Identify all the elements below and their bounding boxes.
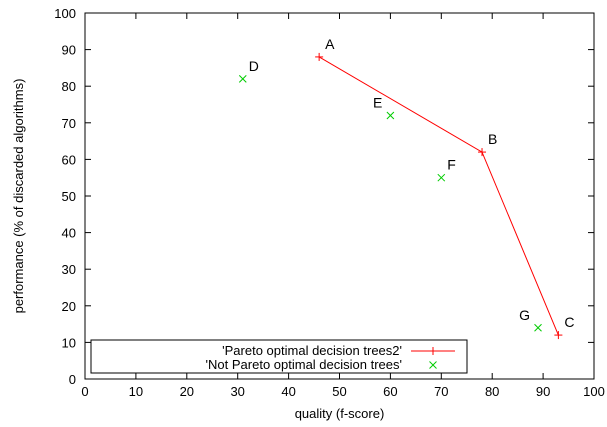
series-0: A B C (315, 36, 574, 340)
point-label: G (519, 307, 530, 323)
series-line (318, 56, 559, 336)
x-tick-label: 90 (536, 384, 550, 399)
legend-box (90, 339, 468, 374)
point-label: C (564, 314, 574, 330)
y-tick-label: 100 (54, 6, 76, 21)
cross-marker-b (437, 173, 446, 182)
x-tick-label: 70 (434, 384, 448, 399)
y-tick-label: 20 (62, 299, 76, 314)
legend-marker (429, 347, 437, 355)
point-label: B (488, 131, 497, 147)
x-tick-label: 40 (281, 384, 295, 399)
x-tick-label: 80 (485, 384, 499, 399)
point-label: D (249, 58, 259, 74)
x-tick-label: 100 (583, 384, 605, 399)
x-tick-label: 0 (81, 384, 88, 399)
axes: 0 10 20 30 40 50 60 70 80 90 100 0 10 20 30 40 50 60 70 80 9… (11, 6, 605, 421)
x-tick-label: 60 (383, 384, 397, 399)
y-tick-label: 0 (69, 372, 76, 387)
point-label: E (373, 94, 382, 110)
y-tick-label: 60 (62, 152, 76, 167)
data-point (534, 323, 542, 332)
x-axis-title: quality (f-score) (295, 406, 385, 421)
cross-marker-b (386, 111, 395, 120)
y-tick-label: 30 (62, 262, 76, 277)
data-point (437, 173, 446, 182)
data-point (315, 52, 324, 61)
legend: 'Pareto optimal decision trees2''Not Par… (90, 339, 468, 374)
series-1: D E F G (238, 58, 542, 332)
y-tick-label: 50 (62, 189, 76, 204)
legend-label: 'Not Pareto optimal decision trees' (206, 357, 402, 372)
cross-marker-b (534, 323, 542, 332)
legend-marker (429, 361, 437, 369)
series-layer: A B C D E F G (238, 36, 574, 340)
x-tick-label: 30 (230, 384, 244, 399)
plot-frame (84, 12, 595, 380)
y-tick-label: 40 (62, 226, 76, 241)
data-point (554, 331, 563, 340)
x-tick-label: 10 (129, 384, 143, 399)
y-tick-label: 90 (62, 43, 76, 58)
legend-label: 'Pareto optimal decision trees2' (222, 343, 402, 358)
cross-marker-b (238, 75, 247, 83)
data-point (386, 111, 395, 120)
data-point (478, 148, 487, 157)
x-tick-label: 50 (332, 384, 346, 399)
x-tick-label: 20 (180, 384, 194, 399)
y-tick-label: 10 (62, 335, 76, 350)
data-point (238, 75, 247, 83)
point-label: A (325, 36, 335, 52)
cross-marker-b (429, 361, 437, 369)
y-axis-title: performance (% of discarded algorithms) (11, 79, 26, 314)
point-label: F (447, 157, 456, 173)
y-tick-label: 70 (62, 116, 76, 131)
y-tick-label: 80 (62, 79, 76, 94)
